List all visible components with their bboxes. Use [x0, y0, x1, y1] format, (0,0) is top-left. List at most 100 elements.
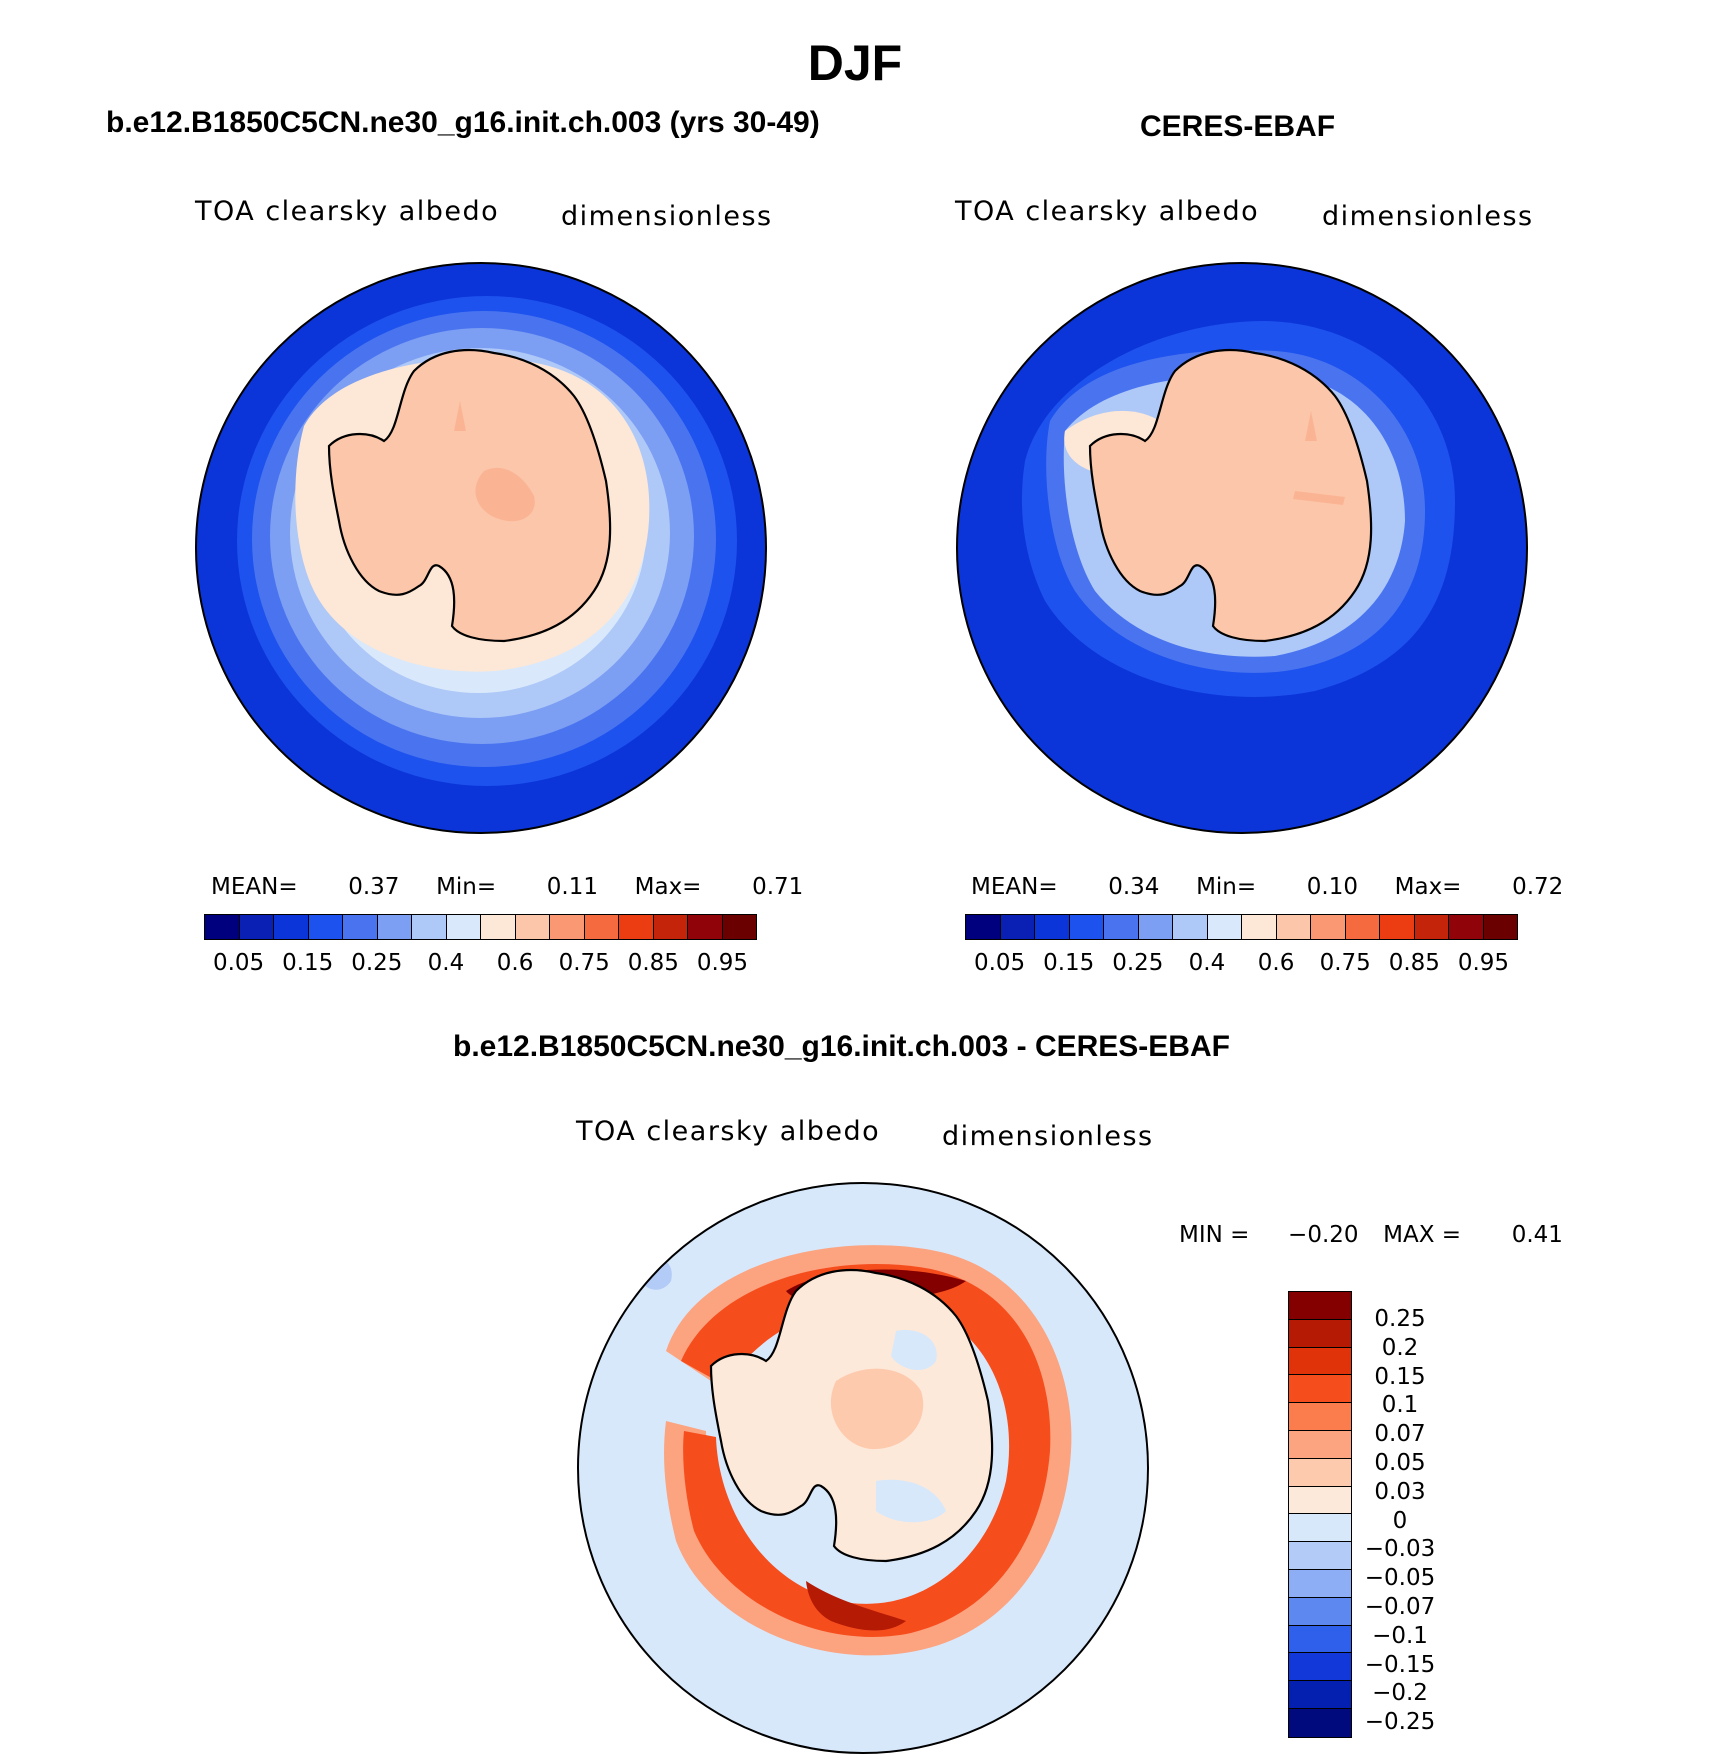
obs-colorbar-swatch [1069, 915, 1104, 939]
obs-colorbar-tick-label: 0.25 [1112, 950, 1164, 976]
diff-colorbar-swatch [1289, 1597, 1351, 1626]
model-colorbar-swatch [515, 915, 550, 939]
diff-colorbar-tick-label: −0.07 [1364, 1593, 1436, 1620]
obs-colorbar-tick-label: 0.05 [973, 950, 1026, 976]
obs-colorbar-tick-label: 0.6 [1257, 950, 1295, 976]
model-units-label: dimensionless [561, 201, 773, 232]
obs-colorbar-tick-label: 0.75 [1319, 950, 1371, 976]
obs-colorbar-swatch [1414, 915, 1449, 939]
model-colorbar-tick-label: 0.05 [212, 950, 265, 976]
obs-colorbar-swatch [1345, 915, 1380, 939]
diff-colorbar-tick-label: 0.03 [1374, 1478, 1426, 1505]
obs-colorbar-tick-label: 0.15 [1043, 950, 1095, 976]
model-mean-label: MEAN= [211, 874, 298, 900]
obs-colorbar-swatch [1207, 915, 1242, 939]
obs-colorbar-swatch [1138, 915, 1173, 939]
diff-colorbar-tick-label: 0.05 [1374, 1449, 1426, 1476]
model-colorbar-swatch [584, 915, 619, 939]
obs-colorbar-swatch [1173, 915, 1208, 939]
diff-colorbar-tick-label: 0 [1392, 1507, 1408, 1534]
model-colorbar-tick-label: 0.15 [282, 950, 334, 976]
obs-variable-label: TOA clearsky albedo [955, 196, 1260, 227]
diff-colorbar-ticks: 0.25 0.2 0.15 0.1 0.07 0.05 0.03 0 −0.03 −0.05 −0.… [1360, 1305, 1440, 1737]
obs-min-value: 0.10 [1306, 874, 1358, 900]
model-max-label: Max= [634, 874, 702, 900]
diff-max-label: MAX = [1383, 1222, 1462, 1248]
model-colorbar [204, 914, 757, 940]
model-colorbar-tick-label: 0.95 [696, 950, 749, 976]
diff-min-value: −0.20 [1288, 1222, 1359, 1248]
model-colorbar-swatch [688, 915, 723, 939]
diff-colorbar-swatch [1289, 1319, 1351, 1348]
obs-colorbar-ticks: 0.05 0.15 0.25 0.4 0.6 0.75 0.85 0.95 [965, 950, 1518, 976]
obs-colorbar-tick-label: 0.95 [1457, 950, 1510, 976]
model-max-value: 0.71 [752, 874, 804, 900]
obs-colorbar-swatch [1242, 915, 1277, 939]
diff-colorbar-swatch [1289, 1458, 1351, 1487]
diff-colorbar-tick-label: 0.2 [1381, 1334, 1419, 1361]
diff-colorbar-swatch [1289, 1681, 1351, 1709]
obs-max-label: Max= [1394, 874, 1462, 900]
obs-polar-map [956, 262, 1528, 834]
obs-colorbar [965, 914, 1518, 940]
diff-colorbar-swatch [1289, 1430, 1351, 1459]
diff-colorbar-swatch [1289, 1403, 1351, 1431]
model-colorbar-ticks: 0.05 0.15 0.25 0.4 0.6 0.75 0.85 0.95 [204, 950, 757, 976]
model-colorbar-tick-label: 0.75 [558, 950, 610, 976]
model-colorbar-swatch [308, 915, 343, 939]
model-colorbar-swatch [343, 915, 378, 939]
figure-title: DJF [807, 35, 903, 91]
model-panel-title: b.e12.B1850C5CN.ne30_g16.init.ch.003 (yr… [106, 106, 820, 139]
diff-colorbar-swatch [1289, 1625, 1351, 1654]
model-colorbar-swatch [722, 915, 756, 939]
diff-panel-title: b.e12.B1850C5CN.ne30_g16.init.ch.003 - C… [453, 1030, 1230, 1063]
obs-units-label: dimensionless [1322, 201, 1534, 232]
model-polar-map [195, 262, 767, 834]
obs-colorbar-swatch [1311, 915, 1346, 939]
diff-colorbar-tick-label: 0.25 [1374, 1306, 1426, 1332]
obs-panel-title: CERES-EBAF [1140, 110, 1336, 143]
obs-colorbar-swatch [1380, 915, 1415, 939]
obs-colorbar-swatch [1035, 915, 1070, 939]
model-mean-value: 0.37 [348, 874, 400, 900]
model-colorbar-swatch [481, 915, 516, 939]
model-colorbar-swatch [377, 915, 412, 939]
diff-colorbar-swatch [1289, 1347, 1351, 1376]
diff-colorbar-swatch [1289, 1486, 1351, 1515]
model-colorbar-swatch [619, 915, 654, 939]
model-colorbar-swatch [205, 915, 240, 939]
diff-colorbar-tick-label: −0.2 [1372, 1680, 1428, 1707]
diff-units-label: dimensionless [942, 1121, 1154, 1152]
obs-colorbar-swatch [1449, 915, 1484, 939]
model-colorbar-swatch [274, 915, 309, 939]
diff-colorbar-swatch [1289, 1542, 1351, 1570]
model-min-value: 0.11 [546, 874, 598, 900]
obs-colorbar-swatch [1483, 915, 1517, 939]
model-colorbar-tick-label: 0.25 [351, 950, 403, 976]
diff-colorbar-tick-label: −0.25 [1364, 1709, 1436, 1736]
obs-colorbar-tick-label: 0.85 [1388, 950, 1440, 976]
model-colorbar-swatch [446, 915, 481, 939]
diff-colorbar-tick-label: −0.1 [1372, 1622, 1428, 1649]
diff-colorbar-tick-label: 0.15 [1374, 1363, 1426, 1390]
diff-colorbar-swatch [1289, 1569, 1351, 1598]
obs-colorbar-swatch [966, 915, 1001, 939]
diff-variable-label: TOA clearsky albedo [576, 1116, 881, 1147]
diff-min-label: MIN = [1179, 1222, 1250, 1248]
obs-colorbar-swatch [1000, 915, 1035, 939]
diff-max-value: 0.41 [1511, 1222, 1563, 1248]
obs-mean-label: MEAN= [971, 874, 1058, 900]
model-colorbar-tick-label: 0.6 [496, 950, 534, 976]
diff-colorbar-tick-label: −0.03 [1364, 1536, 1436, 1563]
diff-colorbar-swatch [1289, 1514, 1351, 1543]
diff-colorbar-tick-label: −0.15 [1364, 1651, 1436, 1678]
diff-polar-map [577, 1182, 1149, 1754]
model-colorbar-tick-label: 0.4 [427, 950, 465, 976]
model-colorbar-swatch [239, 915, 274, 939]
diff-colorbar-swatch [1289, 1292, 1351, 1320]
model-variable-label: TOA clearsky albedo [195, 196, 500, 227]
obs-colorbar-swatch [1104, 915, 1139, 939]
obs-max-value: 0.72 [1512, 874, 1564, 900]
obs-min-label: Min= [1196, 874, 1257, 900]
model-antarctica [327, 348, 612, 643]
